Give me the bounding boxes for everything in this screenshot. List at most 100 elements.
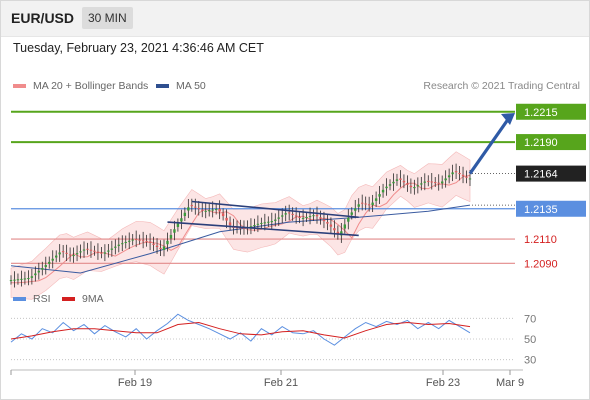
candle-body xyxy=(187,207,190,211)
candle-body xyxy=(343,224,347,229)
candle-body xyxy=(103,252,107,254)
candle-body xyxy=(305,217,308,219)
candle-body xyxy=(194,206,197,208)
candle-body xyxy=(451,172,454,175)
candle-body xyxy=(100,252,103,254)
candle-body xyxy=(253,225,256,227)
candle-body xyxy=(277,217,280,219)
candle-body xyxy=(395,179,399,181)
candle-body xyxy=(374,198,378,201)
candle-body xyxy=(287,212,291,214)
candle-body xyxy=(260,222,263,224)
candle-body xyxy=(256,223,260,225)
candle-body xyxy=(333,228,336,231)
candle-body xyxy=(48,261,51,264)
candle-body xyxy=(274,219,277,221)
candle-body xyxy=(114,246,117,248)
candle-body xyxy=(20,278,23,280)
legend-ma50: MA 50 xyxy=(156,80,206,92)
ma9-legend-swatch xyxy=(62,297,75,301)
candle-body xyxy=(319,217,322,219)
candle-body xyxy=(350,212,353,215)
candle-body xyxy=(461,174,465,176)
candle-body xyxy=(44,265,47,267)
ma9-legend-label: 9MA xyxy=(82,293,104,305)
candle-body xyxy=(381,189,385,193)
candle-body xyxy=(308,216,312,218)
candle-body xyxy=(378,194,381,197)
channel-upper-line xyxy=(191,200,359,219)
candle-body xyxy=(65,252,68,254)
level-label-box-2 xyxy=(516,165,586,182)
level-label-box-3 xyxy=(516,200,586,217)
forecast-arrowhead xyxy=(501,112,515,125)
candle-body xyxy=(267,221,270,223)
candle-body xyxy=(416,185,420,187)
timeframe-button[interactable]: 30 MIN xyxy=(82,7,133,29)
candle-body xyxy=(169,235,173,239)
candle-body xyxy=(399,178,402,180)
candle-body xyxy=(315,214,319,217)
candle-body xyxy=(121,243,124,245)
ma50-label: MA 50 xyxy=(176,80,206,92)
candle-body xyxy=(82,249,86,251)
candle-body xyxy=(388,184,392,186)
candle-body xyxy=(430,181,433,183)
candle-body xyxy=(16,279,20,281)
candle-body xyxy=(228,222,232,226)
candle-body xyxy=(34,273,37,276)
candle-body xyxy=(131,239,134,241)
level-label-0: 1.2215 xyxy=(524,107,558,119)
x-tick-label: Feb 19 xyxy=(118,377,152,389)
x-tick-label: Feb 21 xyxy=(264,377,298,389)
candle-body xyxy=(406,183,409,185)
candle-body xyxy=(145,240,148,242)
candle-body xyxy=(79,251,82,253)
candle-body xyxy=(124,241,127,243)
candle-body xyxy=(138,239,141,241)
candle-body xyxy=(13,279,16,281)
candle-body xyxy=(235,227,239,229)
candle-body xyxy=(322,219,326,222)
candle-body xyxy=(270,221,273,223)
candle-body xyxy=(336,231,340,234)
candle-body xyxy=(152,243,155,245)
candle-body xyxy=(27,278,30,280)
research-credit: Research © 2021 Trading Central xyxy=(423,80,580,92)
candle-body xyxy=(434,182,437,184)
candle-body xyxy=(242,227,246,229)
candle-body xyxy=(166,240,169,245)
rsi-legend-label: RSI xyxy=(33,293,51,305)
candle-body xyxy=(361,202,364,204)
candle-body xyxy=(159,247,162,250)
candle-body xyxy=(107,250,110,252)
x-tick-label: Mar 9 xyxy=(496,377,524,389)
candle-body xyxy=(454,171,458,173)
rsi-tick-50: 50 xyxy=(524,334,536,346)
candle-body xyxy=(55,255,58,258)
candle-body xyxy=(263,222,267,224)
candle-body xyxy=(141,240,145,242)
candle-body xyxy=(468,178,472,180)
candle-body xyxy=(312,215,315,217)
candle-body xyxy=(409,185,413,188)
candle-body xyxy=(329,224,333,227)
candle-body xyxy=(180,218,183,222)
candle-body xyxy=(437,182,440,184)
ma50-swatch xyxy=(156,84,169,88)
candle-body xyxy=(211,209,214,211)
candle-body xyxy=(110,248,114,250)
candle-body xyxy=(214,209,218,211)
candle-body xyxy=(440,181,444,184)
candle-body xyxy=(58,252,61,255)
candle-body xyxy=(117,244,120,246)
candle-body xyxy=(86,248,89,250)
candle-body xyxy=(392,181,395,184)
candle-body xyxy=(239,227,242,229)
candle-body xyxy=(190,205,194,207)
candle-body xyxy=(402,180,406,183)
level-label-1: 1.2190 xyxy=(524,137,558,149)
candle-body xyxy=(201,209,204,211)
candle-body xyxy=(128,240,131,242)
